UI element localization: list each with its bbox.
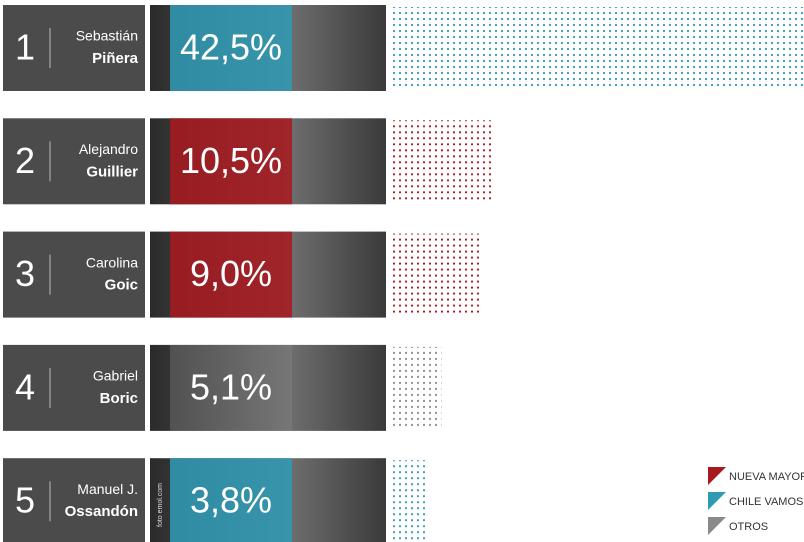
bar [392,120,494,203]
bar [392,346,442,429]
legend-label: CHILE VAMOS [729,496,803,508]
bar [392,233,480,316]
first-name: Manuel J. [77,481,138,497]
value-box [170,231,292,318]
rank: 3 [15,253,35,294]
value-label: 10,5% [180,140,282,181]
name-box [3,231,145,318]
name-box [3,344,145,431]
last-name: Ossandón [65,503,138,520]
name-box [3,118,145,205]
value-box [170,5,292,91]
value-label: 5,1% [190,366,272,407]
legend-swatch [708,467,726,485]
first-name: Gabriel [93,368,138,384]
value-label: 42,5% [180,27,282,68]
first-name: Sebastián [76,28,138,44]
value-box [170,118,292,205]
last-name: Piñera [92,50,139,67]
name-box [3,5,145,91]
photo [150,344,386,431]
rank: 4 [15,366,35,407]
value-box [170,344,292,431]
first-name: Alejandro [79,141,138,157]
rank: 2 [15,140,35,181]
photo-credit: foto emol.com [157,483,164,527]
last-name: Guillier [86,163,138,180]
legend-label: OTROS [729,521,768,533]
first-name: Carolina [86,254,138,270]
name-box [3,458,145,542]
last-name: Boric [100,390,138,407]
legend-label: NUEVA MAYORÍA [729,470,804,483]
rank: 1 [15,27,35,68]
value-label: 3,8% [190,480,272,521]
bar [392,460,429,542]
legend-swatch [708,492,726,510]
bar [392,7,804,89]
last-name: Goic [105,277,138,294]
value-box [170,458,292,542]
value-label: 9,0% [190,253,272,294]
legend-swatch [708,517,726,535]
rank: 5 [15,480,35,521]
